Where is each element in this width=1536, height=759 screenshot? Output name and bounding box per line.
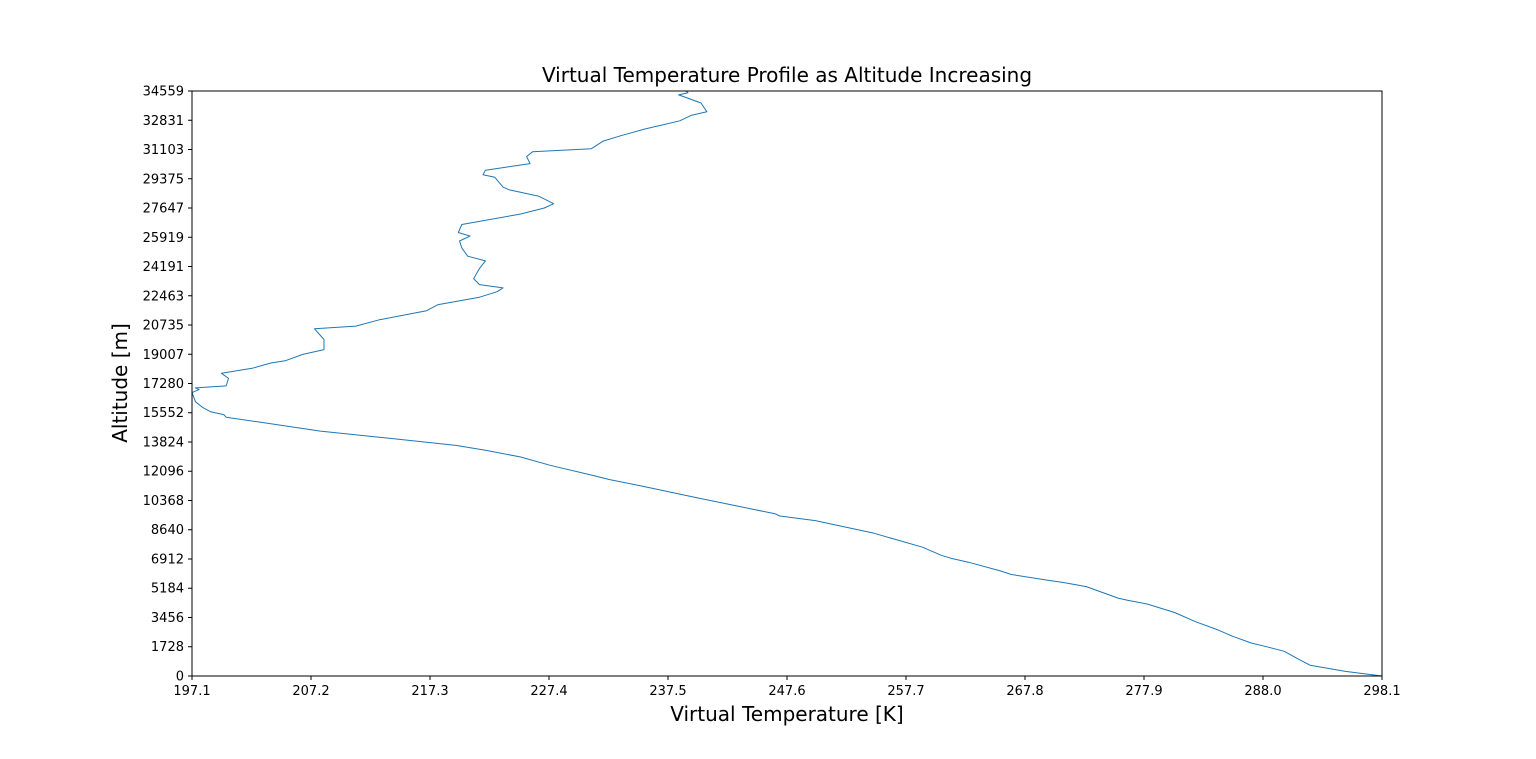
y-axis-ticks: 0 1728 3456 5184 6912 8640 10368 12096 13824 1555… (143, 85, 192, 685)
y-tick-label: 0 (176, 670, 184, 685)
x-tick-label: 298.1 (1363, 684, 1400, 699)
x-tick-label: 277.9 (1125, 684, 1162, 699)
y-tick-label: 31103 (143, 143, 184, 158)
y-tick-label: 12096 (143, 465, 184, 480)
chart-title: Virtual Temperature Profile as Altitude … (542, 63, 1032, 87)
x-tick-label: 237.5 (649, 684, 686, 699)
y-tick-label: 13824 (143, 435, 184, 450)
y-tick-label: 6912 (151, 552, 184, 567)
x-axis-label: Virtual Temperature [K] (670, 702, 903, 726)
y-tick-label: 22463 (143, 289, 184, 304)
plot-frame (191, 90, 1383, 677)
y-tick-label: 5184 (151, 582, 184, 597)
y-tick-label: 25919 (143, 231, 184, 246)
y-tick-label: 32831 (143, 114, 184, 129)
x-tick-label: 197.1 (173, 684, 210, 699)
y-tick-label: 3456 (151, 611, 184, 626)
y-tick-label: 27647 (143, 202, 184, 217)
y-tick-label: 20735 (143, 319, 184, 334)
x-tick-label: 267.8 (1006, 684, 1043, 699)
y-tick-label: 24191 (143, 260, 184, 275)
x-tick-label: 247.6 (768, 684, 805, 699)
y-tick-label: 10368 (143, 494, 184, 509)
y-axis-label: Altitude [m] (108, 323, 132, 443)
x-tick-label: 227.4 (530, 684, 567, 699)
x-tick-label: 257.7 (887, 684, 924, 699)
x-tick-label: 217.3 (411, 684, 448, 699)
x-axis-ticks: 197.1 207.2 217.3 227.4 237.5 247.6 257.7 267.8… (173, 676, 1401, 699)
y-tick-label: 29375 (143, 172, 184, 187)
y-tick-label: 15552 (143, 406, 184, 421)
y-tick-label: 8640 (151, 523, 184, 538)
y-tick-label: 17280 (143, 377, 184, 392)
x-tick-label: 288.0 (1244, 684, 1281, 699)
y-tick-label: 19007 (143, 348, 184, 363)
y-tick-label: 1728 (151, 640, 184, 655)
x-tick-label: 207.2 (292, 684, 329, 699)
y-tick-label: 34559 (143, 85, 184, 100)
virtual-temperature-line (191, 90, 1383, 677)
